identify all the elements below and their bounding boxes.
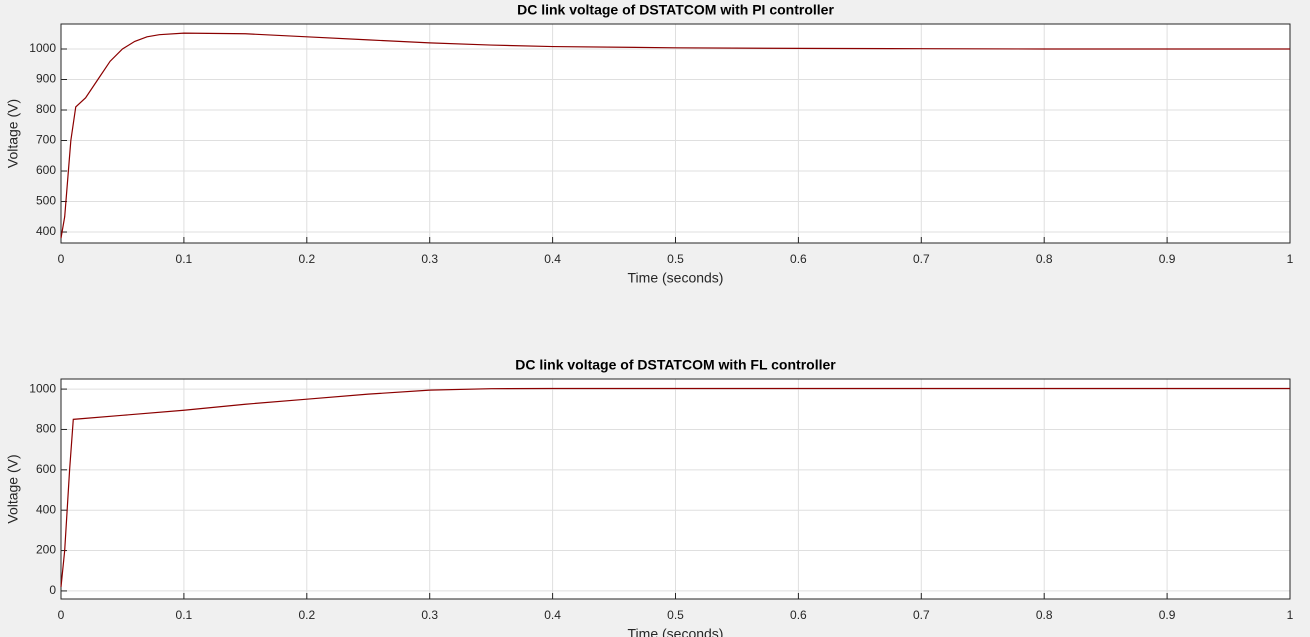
x-tick-label: 0.5 [667, 252, 684, 266]
data-line [60, 387, 1290, 587]
y-tick-label: 800 [36, 102, 56, 116]
x-tick-label: 0.9 [1159, 608, 1176, 622]
x-tick-label: 0.7 [913, 252, 930, 266]
y-tick-label: 900 [36, 72, 56, 86]
x-tick-label: 0.8 [1036, 608, 1053, 622]
x-tick-label: 0.4 [544, 608, 561, 622]
data-line [60, 32, 1290, 239]
x-tick-label: 0.5 [667, 608, 684, 622]
y-tick-label: 400 [36, 502, 56, 516]
x-tick-label: 0.2 [298, 252, 315, 266]
chart-title: DC link voltage of DSTATCOM with PI cont… [517, 2, 834, 18]
x-tick-label: 0 [58, 608, 65, 622]
y-tick-label: 0 [49, 583, 56, 597]
y-tick-label: 1000 [29, 381, 56, 395]
y-tick-label: 600 [36, 462, 56, 476]
x-axis-label: Time (seconds) [628, 626, 724, 637]
x-tick-label: 0.3 [421, 252, 438, 266]
x-tick-label: 0.6 [790, 252, 807, 266]
y-tick-label: 800 [36, 422, 56, 436]
x-axis-label: Time (seconds) [628, 270, 724, 286]
x-tick-label: 0.6 [790, 608, 807, 622]
x-tick-label: 0.3 [421, 608, 438, 622]
x-tick-label: 0.8 [1036, 252, 1053, 266]
x-tick-label: 0.1 [176, 252, 193, 266]
x-tick-label: 0.2 [298, 608, 315, 622]
x-tick-label: 1 [1287, 608, 1294, 622]
y-tick-label: 1000 [29, 41, 56, 55]
y-tick-label: 500 [36, 194, 56, 208]
x-tick-label: 1 [1287, 252, 1294, 266]
y-tick-label: 600 [36, 163, 56, 177]
y-tick-label: 700 [36, 133, 56, 147]
y-axis-label: Voltage (V) [5, 99, 21, 168]
x-tick-label: 0.9 [1159, 252, 1176, 266]
x-tick-label: 0.1 [176, 608, 193, 622]
y-tick-label: 400 [36, 224, 56, 238]
y-tick-label: 200 [36, 543, 56, 557]
y-axis-label: Voltage (V) [5, 454, 21, 523]
axes-box [60, 23, 1291, 244]
axes-box [60, 378, 1291, 600]
x-tick-label: 0.4 [544, 252, 561, 266]
chart-title: DC link voltage of DSTATCOM with FL cont… [515, 357, 836, 373]
x-tick-label: 0.7 [913, 608, 930, 622]
x-tick-label: 0 [58, 252, 65, 266]
